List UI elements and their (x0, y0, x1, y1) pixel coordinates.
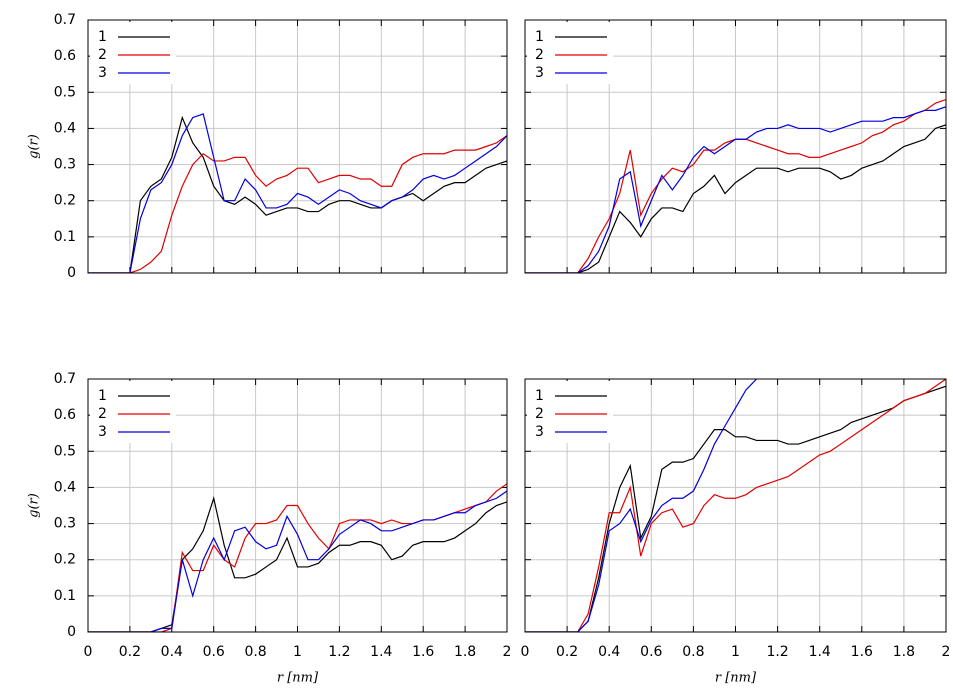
y-tick-label: 0.7 (54, 371, 76, 387)
series-line (88, 490, 507, 632)
x-tick-label: 1.6 (412, 644, 434, 660)
legend-label: 3 (98, 65, 107, 81)
legend-label: 1 (98, 29, 107, 45)
x-tick-label: 1.2 (766, 644, 788, 660)
x-tick-label: 2 (942, 644, 951, 660)
y-tick-label: 0.5 (54, 84, 76, 100)
legend-label: 3 (535, 424, 544, 440)
x-tick-label: 0.4 (161, 644, 183, 660)
x-tick-label: 1 (731, 644, 740, 660)
y-tick-label: 0 (67, 265, 76, 281)
x-tick-label: 1.4 (809, 644, 831, 660)
series-line (525, 379, 757, 632)
series-line (525, 379, 946, 632)
x-tick-label: 1.6 (851, 644, 873, 660)
legend-box (527, 22, 613, 84)
x-axis-label: r [nm] (277, 671, 319, 686)
y-tick-label: 0.3 (54, 157, 76, 173)
plot-frame (524, 19, 947, 274)
y-tick-label: 0.7 (54, 12, 76, 28)
y-tick-label: 0 (67, 624, 76, 640)
legend-label: 3 (535, 65, 544, 81)
panel: 0 0.1 0.2 0.3 0.4 0.5 0.6 0.7 0 0.2 0.4 0.6 0.8 1 1.2 1… (27, 371, 512, 686)
legend-box (90, 22, 176, 84)
x-tick-label: 1.8 (454, 644, 476, 660)
y-axis-label: g(r) (27, 134, 42, 159)
y-tick-label: 0.1 (54, 229, 76, 245)
legend-label: 2 (535, 406, 544, 422)
y-tick-label: 0.4 (54, 120, 76, 136)
y-tick-label: 0.1 (54, 588, 76, 604)
x-tick-label: 1.2 (328, 644, 350, 660)
series-line (525, 124, 946, 273)
x-tick-label: 0.4 (598, 644, 620, 660)
x-tick-label: 2 (503, 644, 512, 660)
series-line (525, 385, 946, 632)
plot-frame (87, 19, 508, 274)
x-tick-label: 0 (521, 644, 530, 660)
y-tick-label: 0.6 (54, 407, 76, 423)
legend-label: 2 (98, 47, 107, 63)
x-tick-label: 1.4 (370, 644, 392, 660)
x-tick-label: 0.2 (119, 644, 141, 660)
legend-box (527, 381, 613, 443)
x-tick-label: 0.8 (682, 644, 704, 660)
y-tick-label: 0.6 (54, 48, 76, 64)
panel: 0 0.1 0.2 0.3 0.4 0.5 0.6 0.7 1 2 3 g(r) (27, 12, 508, 281)
series-line (88, 135, 507, 273)
x-tick-label: 1 (293, 644, 302, 660)
legend-label: 1 (535, 29, 544, 45)
x-tick-label: 0.8 (244, 644, 266, 660)
legend-label: 1 (98, 388, 107, 404)
series-line (88, 113, 507, 273)
plot-frame (87, 378, 508, 633)
legend-label: 2 (535, 47, 544, 63)
y-tick-label: 0.4 (54, 479, 76, 495)
legend-box (90, 381, 176, 443)
legend-label: 3 (98, 424, 107, 440)
x-tick-label: 1.8 (893, 644, 915, 660)
legend-label: 1 (535, 388, 544, 404)
x-tick-label: 0.6 (640, 644, 662, 660)
x-axis-label: r [nm] (715, 671, 757, 686)
panel: 0 0.2 0.4 0.6 0.8 1 1.2 1.4 1.6 1.8 2 1 2 3 r [nm] (521, 378, 951, 686)
legend-label: 2 (98, 406, 107, 422)
y-axis-label: g(r) (27, 493, 42, 518)
y-tick-label: 0.2 (54, 552, 76, 568)
x-tick-label: 0.6 (203, 644, 225, 660)
y-tick-label: 0.3 (54, 516, 76, 532)
y-tick-label: 0.2 (54, 193, 76, 209)
y-tick-label: 0.5 (54, 443, 76, 459)
panel: 1 2 3 (524, 19, 947, 274)
series-line (88, 115, 507, 273)
x-tick-label: 0.2 (556, 644, 578, 660)
series-line (525, 106, 946, 273)
x-tick-label: 0 (84, 644, 93, 660)
plot-frame (524, 378, 947, 633)
